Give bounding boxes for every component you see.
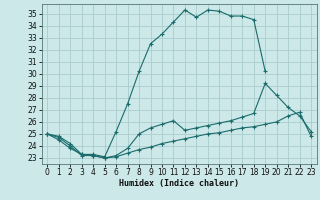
X-axis label: Humidex (Indice chaleur): Humidex (Indice chaleur) bbox=[119, 179, 239, 188]
